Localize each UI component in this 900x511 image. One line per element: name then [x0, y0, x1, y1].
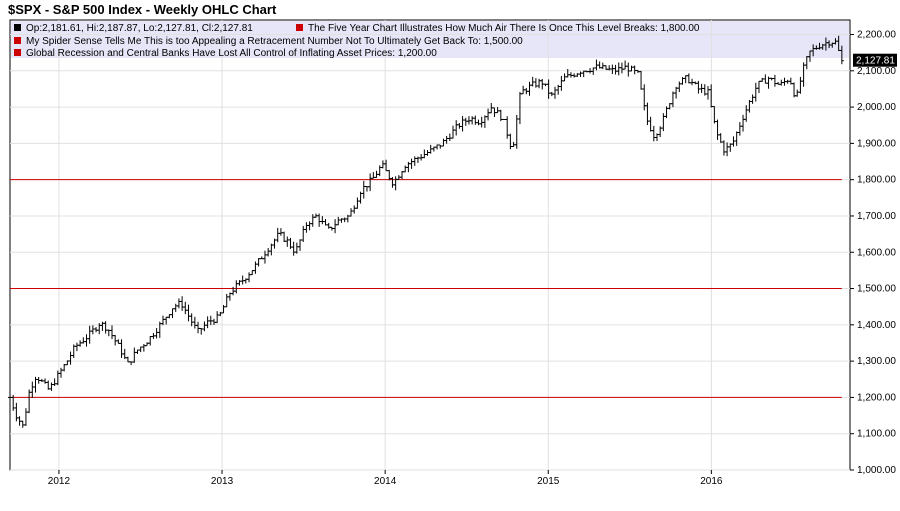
legend-swatch-line-1500 — [14, 37, 21, 44]
y-tick-label: 2,100.00 — [857, 66, 896, 77]
legend: Op:2,181.61, Hi:2,187.87, Lo:2,127.81, C… — [14, 23, 700, 59]
legend-background — [11, 21, 849, 58]
y-tick-label: 1,500.00 — [857, 284, 896, 295]
chart-title: $SPX - S&P 500 Index - Weekly OHLC Chart — [8, 2, 277, 17]
legend-line-1200: Global Recession and Central Banks Have … — [26, 48, 437, 59]
y-tick-label: 1,800.00 — [857, 175, 896, 186]
y-tick-label: 1,000.00 — [857, 465, 896, 476]
legend-line-1800: The Five Year Chart Illustrates How Much… — [308, 23, 700, 34]
ohlc-bars — [8, 35, 844, 428]
x-tick-label: 2012 — [48, 476, 71, 487]
y-axis: 1,000.00 1,100.00 1,200.00 1,300.00 1,400.00… — [850, 30, 896, 476]
legend-ohlc-values: Op:2,181.61, Hi:2,187.87, Lo:2,127.81, C… — [26, 23, 253, 34]
ohlc-bar — [839, 45, 844, 65]
last-price-label: 2,127.81 — [856, 56, 895, 67]
x-tick-label: 2016 — [700, 476, 723, 487]
x-tick-label: 2015 — [537, 476, 560, 487]
x-axis: 2012 2013 2014 2015 2016 — [48, 470, 723, 487]
legend-swatch-line-1800 — [296, 24, 303, 31]
y-tick-label: 1,600.00 — [857, 247, 896, 258]
legend-line-1500: My Spider Sense Tells Me This is too App… — [26, 36, 523, 47]
y-tick-label: 1,700.00 — [857, 211, 896, 222]
y-tick-label: 1,200.00 — [857, 392, 896, 403]
x-tick-label: 2013 — [211, 476, 234, 487]
last-price-marker: 2,127.81 — [853, 53, 897, 67]
plot-area — [9, 19, 851, 471]
y-tick-label: 1,400.00 — [857, 320, 896, 331]
horizontal-level-lines — [10, 179, 842, 398]
last-price-box — [853, 53, 897, 67]
legend-swatch-line-1200 — [14, 49, 21, 56]
y-tick-label: 1,900.00 — [857, 138, 896, 149]
x-tick-label: 2014 — [374, 476, 397, 487]
y-tick-label: 1,300.00 — [857, 356, 896, 367]
y-tick-label: 2,200.00 — [857, 30, 896, 41]
legend-swatch-ohlc — [14, 24, 21, 31]
y-tick-label: 2,000.00 — [857, 102, 896, 113]
y-tick-label: 1,100.00 — [857, 429, 896, 440]
